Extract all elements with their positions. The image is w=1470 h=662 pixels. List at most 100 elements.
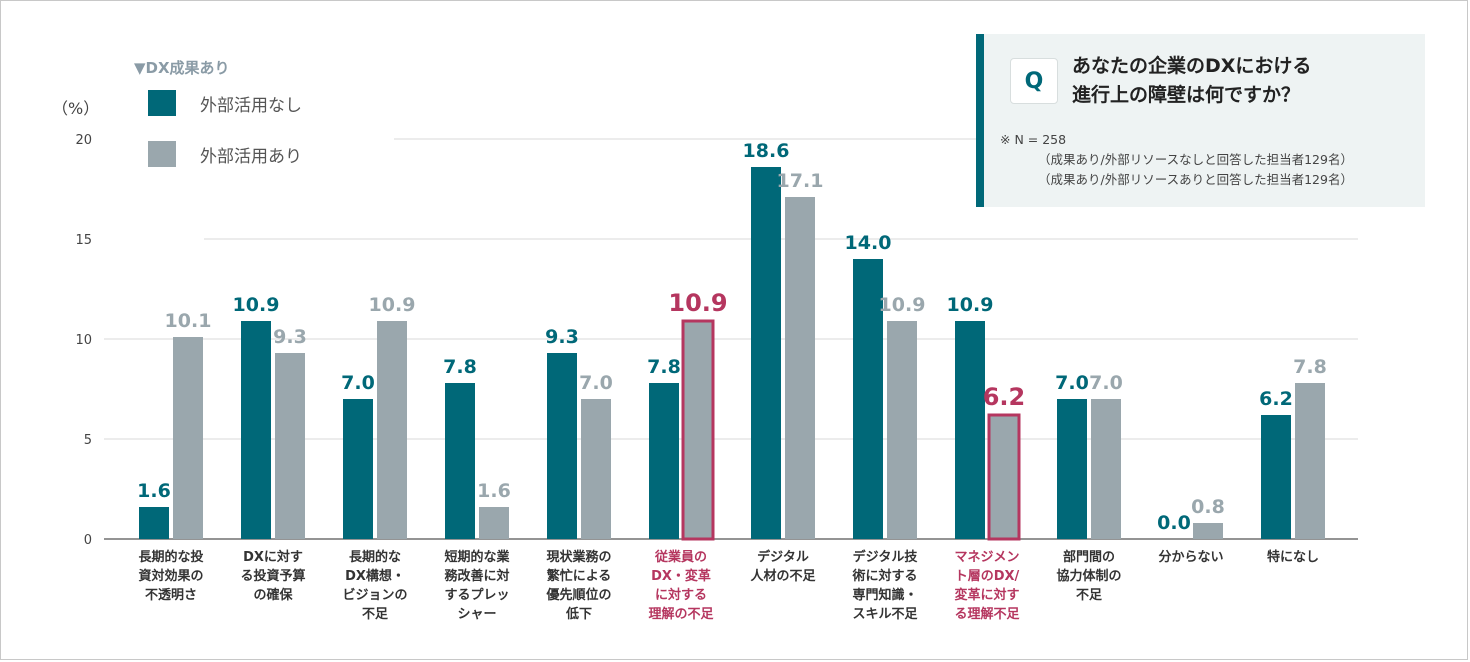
legend-title: ▼DX成果あり bbox=[134, 59, 230, 77]
data-label-series2-3: 1.6 bbox=[477, 480, 511, 502]
bar-series1-7 bbox=[853, 259, 883, 539]
data-label-series2-5: 10.9 bbox=[668, 289, 727, 317]
category-label-line: の確保 bbox=[253, 587, 293, 603]
category-label-4: 現状業務の繁忙による優先順位の低下 bbox=[545, 549, 611, 622]
data-label-series2-1: 9.3 bbox=[273, 326, 307, 348]
legend-swatch-series1 bbox=[148, 90, 176, 116]
category-label-line: る投資予算 bbox=[240, 568, 305, 584]
category-label-line: 長期的な投 bbox=[138, 549, 203, 565]
category-label-line: に対する bbox=[655, 587, 707, 603]
category-label-11: 特になし bbox=[1267, 549, 1319, 565]
legend-swatch-series2 bbox=[148, 141, 176, 167]
category-label-line: 変革に対す bbox=[954, 587, 1019, 603]
data-label-series1-4: 9.3 bbox=[545, 326, 579, 348]
legend-label-series2: 外部活用あり bbox=[200, 146, 302, 167]
category-label-9: 部門間の協力体制の不足 bbox=[1056, 549, 1121, 603]
data-label-series1-3: 7.8 bbox=[443, 356, 477, 378]
legend-label-series1: 外部活用なし bbox=[200, 95, 302, 116]
bar-series2-3 bbox=[479, 507, 509, 539]
bar-series1-1 bbox=[241, 321, 271, 539]
bar-series2-10 bbox=[1193, 523, 1223, 539]
bar-series1-6 bbox=[751, 167, 781, 539]
question-line-2: 進行上の障壁は何ですか？ bbox=[1072, 84, 1301, 106]
category-label-1: DXに対する投資予算の確保 bbox=[240, 549, 305, 603]
category-label-line: 従業員の bbox=[654, 549, 707, 565]
category-label-line: 分からない bbox=[1158, 549, 1223, 565]
category-label-line: 理解の不足 bbox=[648, 606, 714, 622]
question-line-1: あなたの企業のDXにおける bbox=[1072, 55, 1312, 77]
category-label-line: スキル不足 bbox=[852, 607, 918, 622]
category-label-line: 特になし bbox=[1267, 549, 1319, 565]
category-label-line: る理解不足 bbox=[954, 606, 1020, 622]
category-label-line: ビジョンの bbox=[342, 587, 407, 603]
category-label-line: 長期的な bbox=[349, 549, 401, 565]
bar-series1-4 bbox=[547, 353, 577, 539]
data-label-series2-4: 7.0 bbox=[579, 372, 613, 394]
data-label-series2-10: 0.8 bbox=[1191, 496, 1225, 518]
y-tick-label-0: 0 bbox=[84, 533, 92, 548]
category-label-line: ト層のDX/ bbox=[955, 569, 1020, 584]
data-label-series1-10: 0.0 bbox=[1157, 512, 1191, 534]
category-label-2: 長期的な DX構想・ビジョンの不足 bbox=[342, 549, 407, 622]
bar-series2-6 bbox=[785, 197, 815, 539]
data-label-series2-8: 6.2 bbox=[983, 383, 1026, 411]
y-axis-unit-label: （%） bbox=[52, 99, 100, 118]
category-label-line: 不足 bbox=[362, 607, 389, 622]
category-label-line: デジタル技 bbox=[853, 549, 919, 565]
category-label-line: 優先順位の bbox=[545, 587, 611, 603]
data-label-series2-7: 10.9 bbox=[879, 294, 926, 316]
bar-series2-5 bbox=[681, 319, 715, 541]
category-label-line: 低下 bbox=[565, 606, 592, 622]
bar-series2-7 bbox=[887, 321, 917, 539]
category-label-line: 短期的な業 bbox=[444, 549, 510, 565]
category-label-line: DX構想・ bbox=[345, 568, 405, 584]
sample-note-series1: （成果あり/外部リソースなしと回答した担当者129名） bbox=[1038, 152, 1353, 167]
category-label-line: マネジメン bbox=[954, 550, 1019, 565]
question-badge: Q bbox=[1010, 58, 1058, 104]
y-tick-label-20: 20 bbox=[75, 133, 92, 148]
category-label-5: 従業員の DX・変革に対する理解の不足 bbox=[648, 549, 714, 622]
category-label-line: するプレッ bbox=[444, 588, 509, 603]
bar-series1-3 bbox=[445, 383, 475, 539]
data-label-series2-2: 10.9 bbox=[369, 294, 416, 316]
category-label-6: デジタル人材の不足 bbox=[750, 549, 816, 584]
data-label-series1-11: 6.2 bbox=[1259, 388, 1293, 410]
category-label-line: 繁忙による bbox=[547, 568, 612, 584]
bar-series1-5 bbox=[649, 383, 679, 539]
category-label-line: 術に対する bbox=[851, 568, 917, 584]
legend-item-series1: 外部活用なし bbox=[148, 90, 302, 116]
category-label-7: デジタル技術に対する専門知識・スキル不足 bbox=[851, 549, 918, 622]
question-box: Q あなたの企業のDXにおける 進行上の障壁は何ですか？ ※ N = 258 （… bbox=[976, 34, 1425, 207]
category-label-line: 不足 bbox=[1076, 588, 1103, 603]
category-label-line: 人材の不足 bbox=[750, 568, 816, 584]
bar-series2-11 bbox=[1295, 383, 1325, 539]
data-label-series1-0: 1.6 bbox=[137, 480, 171, 502]
bar-series1-11 bbox=[1261, 415, 1291, 539]
category-label-line: 務改善に対 bbox=[444, 568, 509, 584]
data-label-series2-6: 17.1 bbox=[777, 170, 824, 192]
bar-series2-1 bbox=[275, 353, 305, 539]
category-label-8: マネジメント層のDX/変革に対する理解不足 bbox=[954, 550, 1020, 622]
y-tick-label-15: 15 bbox=[75, 233, 92, 248]
category-label-10: 分からない bbox=[1158, 549, 1223, 565]
legend-item-series2: 外部活用あり bbox=[148, 141, 302, 167]
data-label-series1-9: 7.0 bbox=[1055, 372, 1089, 394]
category-label-line: DX・変革 bbox=[651, 568, 711, 584]
bar-series2-2 bbox=[377, 321, 407, 539]
bar-series1-2 bbox=[343, 399, 373, 539]
bar-series2-9 bbox=[1091, 399, 1121, 539]
data-label-series2-11: 7.8 bbox=[1293, 356, 1327, 378]
category-label-line: 資対効果の bbox=[138, 568, 203, 584]
legend-mask-15 bbox=[104, 230, 204, 248]
data-label-series1-5: 7.8 bbox=[647, 356, 681, 378]
category-label-line: 現状業務の bbox=[546, 549, 611, 565]
bar-series2-0 bbox=[173, 337, 203, 539]
data-label-series1-6: 18.6 bbox=[743, 140, 790, 162]
sample-size-note: ※ N = 258 bbox=[1000, 132, 1067, 147]
category-label-line: 協力体制の bbox=[1056, 568, 1121, 584]
category-label-line: 専門知識・ bbox=[852, 587, 917, 603]
data-label-series1-8: 10.9 bbox=[947, 294, 994, 316]
data-label-series1-1: 10.9 bbox=[233, 294, 280, 316]
data-label-series1-7: 14.0 bbox=[845, 232, 892, 254]
bar-series2-8 bbox=[987, 413, 1021, 541]
